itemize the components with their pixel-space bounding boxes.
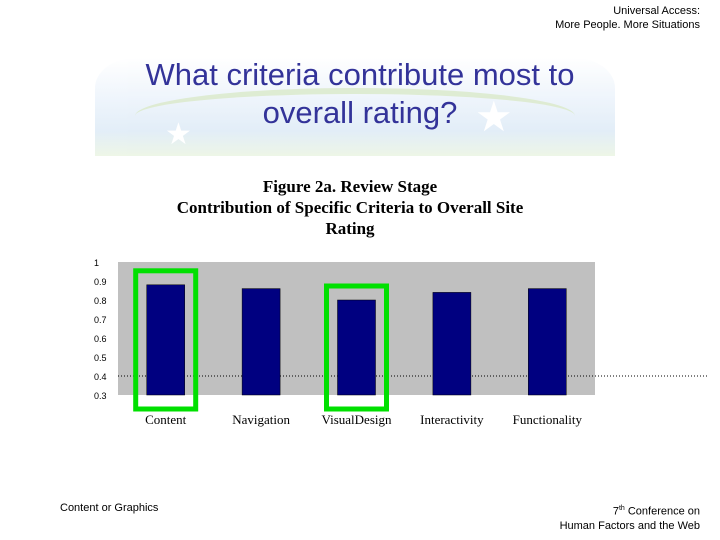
x-tick-label: Content [145, 412, 187, 427]
footer-edition-suffix: th [618, 505, 625, 512]
bar [528, 288, 567, 396]
star-icon: ★ [475, 93, 513, 140]
header-conference-tagline: Universal Access: More People. More Situ… [555, 4, 700, 32]
y-tick-label: 1 [94, 258, 99, 268]
y-tick-label: 0.5 [94, 353, 107, 363]
highlight-box [133, 268, 199, 412]
chart-title-line-3: Rating [325, 219, 375, 238]
footer-right-line-1-rest: Conference on [624, 505, 700, 518]
bar [432, 292, 472, 396]
y-tick-label: 0.9 [94, 277, 107, 287]
y-tick-label: 0.4 [94, 372, 107, 382]
x-tick-label: VisualDesign [322, 412, 392, 427]
chart-title-line-2: Contribution of Specific Criteria to Ove… [176, 198, 524, 217]
x-tick-label: Navigation [232, 412, 290, 427]
y-tick-label: 0.7 [94, 315, 107, 325]
y-tick-label: 0.6 [94, 334, 107, 344]
bar [146, 284, 185, 396]
highlight-box [324, 283, 389, 412]
slide-title-line-2: overall rating? [262, 95, 458, 130]
star-icon: ★ [165, 118, 192, 151]
footer-conference-name: 7th Conference on Human Factors and the … [560, 502, 700, 533]
footer-section-label: Content or Graphics [60, 502, 159, 514]
chart-title: Figure 2a. Review Stage Contribution of … [130, 176, 570, 239]
x-tick-label: Functionality [513, 412, 583, 427]
footer-right-line-2: Human Factors and the Web [559, 519, 700, 532]
slide-title: What criteria contribute most to overall… [80, 56, 640, 132]
chart-title-line-1: Figure 2a. Review Stage [262, 177, 438, 196]
bar [241, 288, 281, 396]
y-tick-label: 0.8 [94, 296, 107, 306]
slide-title-line-1: What criteria contribute most to [145, 57, 575, 92]
title-background-art: ★ ★ [95, 58, 615, 156]
footer-edition-number: 7 [612, 505, 619, 518]
x-tick-label: Interactivity [420, 412, 484, 427]
bar [337, 299, 376, 396]
footer-right-line-1: 7th Conference on [560, 502, 700, 519]
y-tick-label: 0.3 [94, 391, 107, 401]
header-line-2: More People. More Situations [555, 19, 700, 31]
title-background-swoosh [135, 88, 575, 144]
header-line-1: Universal Access: [613, 5, 700, 17]
